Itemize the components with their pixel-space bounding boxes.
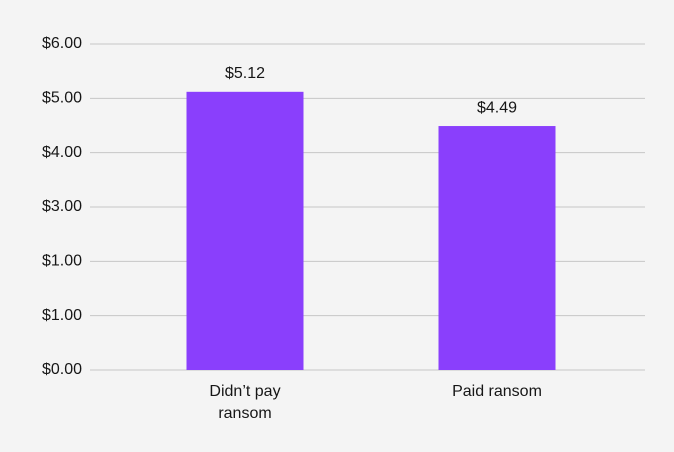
bar xyxy=(186,91,304,371)
y-tick-label: $6.00 xyxy=(42,35,82,52)
x-tick-label: Didn’t pay ransom xyxy=(209,383,281,422)
data-label: $4.49 xyxy=(477,99,517,116)
y-tick-label: $4.00 xyxy=(42,144,82,161)
y-tick-label: $3.00 xyxy=(42,198,82,215)
data-label: $5.12 xyxy=(225,65,265,82)
y-tick-label: $1.00 xyxy=(42,253,82,270)
y-tick-label: $5.00 xyxy=(42,90,82,107)
bar xyxy=(438,126,556,370)
y-tick-label: $0.00 xyxy=(42,361,82,378)
y-tick-label: $1.00 xyxy=(42,307,82,324)
x-tick-label: Paid ransom xyxy=(452,383,542,400)
